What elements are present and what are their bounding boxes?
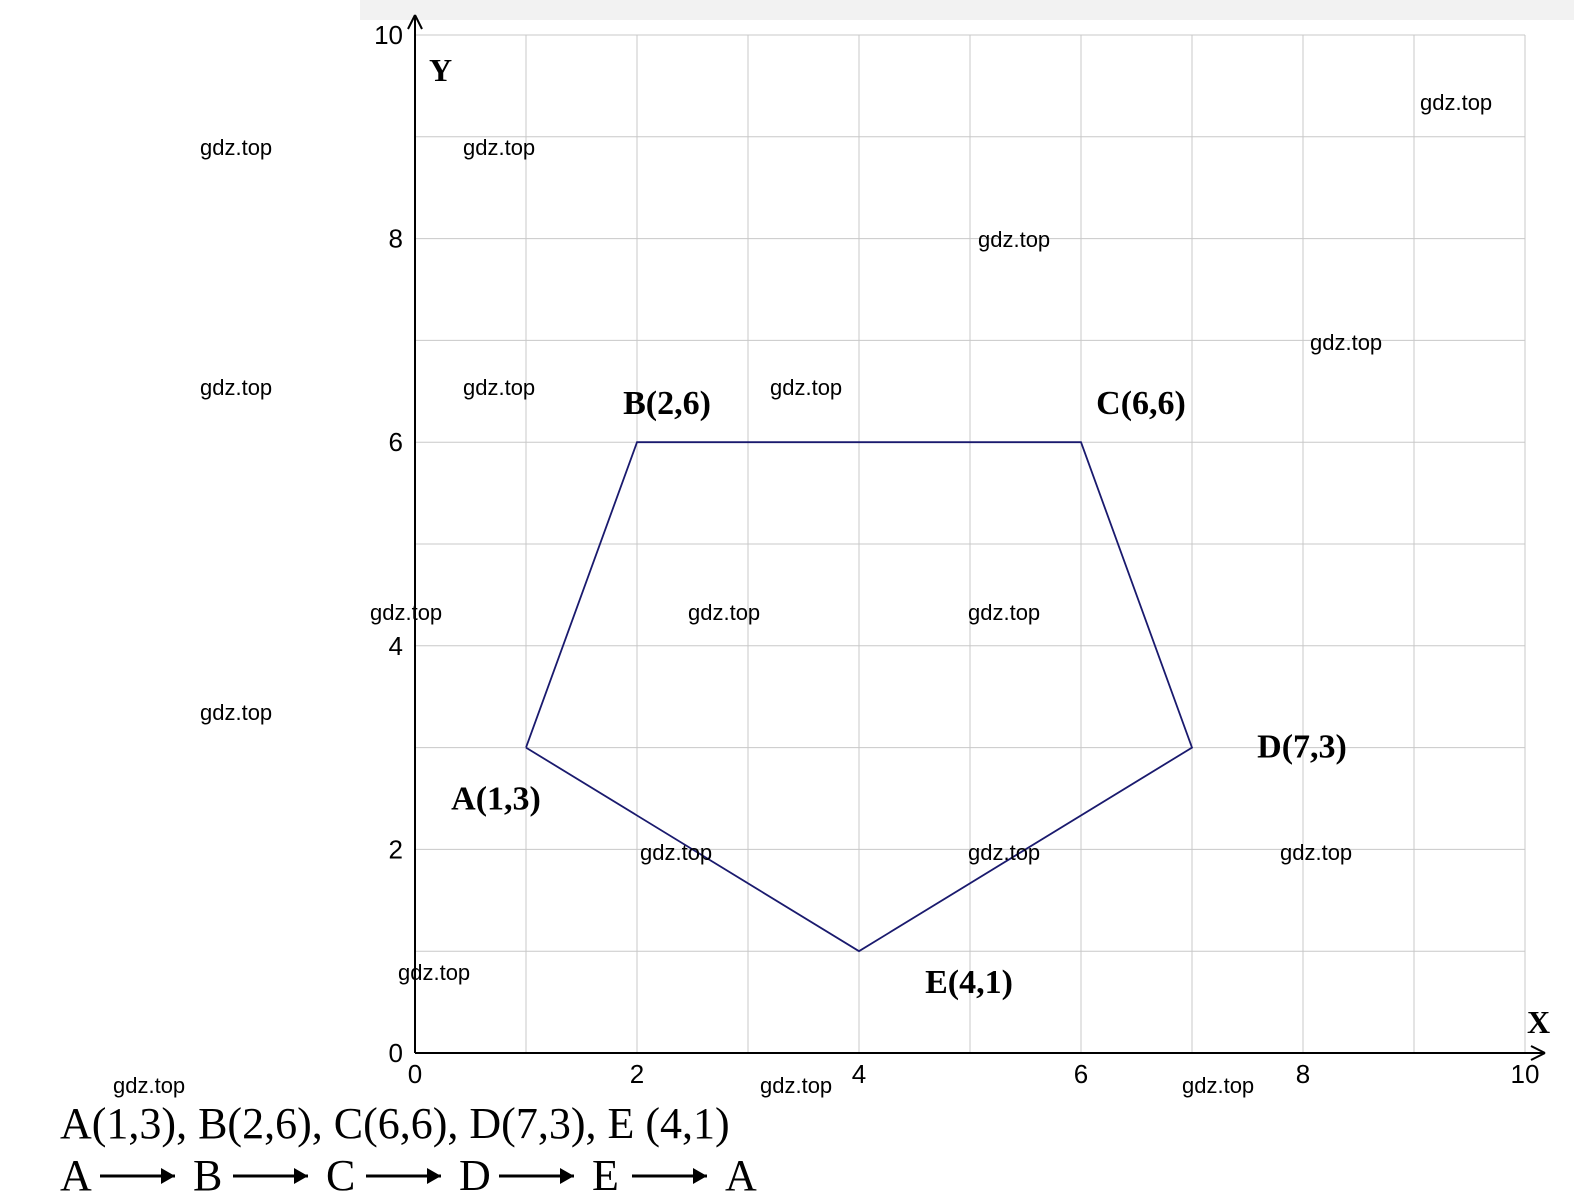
watermark-text: gdz.top [200, 700, 272, 725]
point-label-E: E(4,1) [925, 964, 1013, 1001]
watermark-text: gdz.top [978, 227, 1050, 252]
x-tick-label: 6 [1074, 1059, 1088, 1089]
arrow-right-head-icon [427, 1168, 441, 1184]
point-label-D: D(7,3) [1257, 729, 1347, 766]
y-tick-label: 4 [389, 631, 403, 661]
point-label-B: B(2,6) [623, 385, 711, 422]
watermark-text: gdz.top [1310, 330, 1382, 355]
coordinate-list: A(1,3), B(2,6), C(6,6), D(7,3), E (4,1) [60, 1099, 730, 1148]
point-label-A: A(1,3) [451, 781, 541, 818]
sequence-letter: C [326, 1151, 355, 1200]
figure-container: 0 2 4 6 8 10 0 2 4 6 8 10 X Y A(1,3) B(2,6) C(6,6) D(7,3)… [0, 0, 1574, 1204]
coordinate-plot: 0 2 4 6 8 10 0 2 4 6 8 10 X Y A(1,3) B(2,6) C(6,6) D(7,3)… [0, 0, 1574, 1204]
watermark-text: gdz.top [688, 600, 760, 625]
y-axis-label: Y [429, 52, 452, 88]
arrow-right-head-icon [560, 1168, 574, 1184]
x-tick-label: 2 [630, 1059, 644, 1089]
watermark-text: gdz.top [770, 375, 842, 400]
watermark-text: gdz.top [463, 375, 535, 400]
watermark-text: gdz.top [968, 840, 1040, 865]
watermark-text: gdz.top [370, 600, 442, 625]
watermark-text: gdz.top [1280, 840, 1352, 865]
y-tick-label: 0 [389, 1038, 403, 1068]
x-tick-label: 0 [408, 1059, 422, 1089]
watermark-text: gdz.top [968, 600, 1040, 625]
sequence-letter: A [60, 1151, 92, 1200]
watermark-text: gdz.top [1420, 90, 1492, 115]
x-axis-label: X [1527, 1004, 1550, 1040]
x-tick-label: 8 [1296, 1059, 1310, 1089]
watermark-text: gdz.top [463, 135, 535, 160]
point-label-C: C(6,6) [1096, 385, 1186, 422]
watermark-text: gdz.top [1182, 1073, 1254, 1098]
top-bar [360, 0, 1574, 20]
y-tick-label: 10 [374, 20, 403, 50]
y-tick-label: 2 [389, 834, 403, 864]
y-tick-label: 6 [389, 427, 403, 457]
arrow-right-head-icon [294, 1168, 308, 1184]
sequence-letter: A [725, 1151, 757, 1200]
watermark-text: gdz.top [200, 375, 272, 400]
x-tick-label: 10 [1511, 1059, 1540, 1089]
sequence-letter: B [193, 1151, 222, 1200]
arrow-right-head-icon [161, 1168, 175, 1184]
watermark-text: gdz.top [200, 135, 272, 160]
watermark-text: gdz.top [398, 960, 470, 985]
x-tick-label: 4 [852, 1059, 866, 1089]
watermark-text: gdz.top [640, 840, 712, 865]
sequence-letter: D [459, 1151, 491, 1200]
sequence-line: ABCDEA [60, 1151, 757, 1200]
watermark-text: gdz.top [760, 1073, 832, 1098]
y-tick-label: 8 [389, 224, 403, 254]
arrow-right-head-icon [693, 1168, 707, 1184]
sequence-letter: E [592, 1151, 619, 1200]
watermark-text: gdz.top [113, 1073, 185, 1098]
